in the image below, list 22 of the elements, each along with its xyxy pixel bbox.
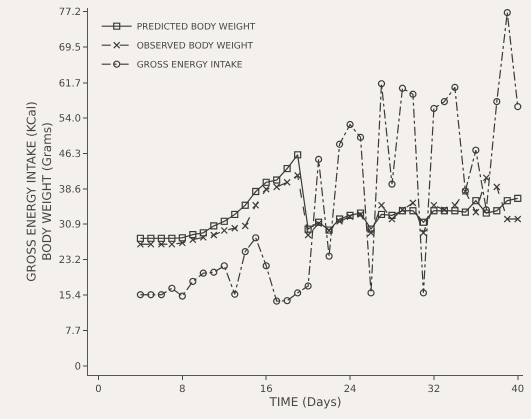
- x-axis-title: TIME (Days): [268, 395, 342, 409]
- y-tick-label: 77.2: [58, 7, 81, 18]
- y-tick-label: 30.9: [58, 220, 81, 231]
- x-tick-label: 16: [260, 384, 273, 395]
- y-tick-label: 7.7: [65, 326, 81, 337]
- x-tick-label: 8: [179, 384, 186, 395]
- x-tick-label: 40: [511, 384, 524, 395]
- y-tick-label: 69.5: [58, 42, 81, 54]
- y-tick-label: 23.2: [58, 254, 81, 266]
- y-tick-label: 61.7: [58, 78, 81, 90]
- x-tick-label: 32: [428, 384, 440, 395]
- x-tick-label: 24: [344, 384, 356, 395]
- legend-label: OBSERVED BODY WEIGHT: [136, 42, 254, 52]
- y-axis-title: GROSS ENERGY INTAKE (KCal) BODY WEIGHT (Grams): [24, 101, 54, 282]
- y-tick-label: 38.6: [58, 184, 81, 196]
- y-tick-label: 54.0: [58, 114, 81, 125]
- y-tick-label: 15.4: [58, 290, 81, 302]
- y-tick-label: 0: [74, 361, 81, 372]
- x-tick-label: 0: [95, 384, 102, 395]
- y-tick-label: 46.3: [58, 148, 81, 160]
- legend-label: GROSS ENERGY INTAKE: [136, 60, 243, 71]
- legend-label: PREDICTED BODY WEIGHT: [136, 22, 256, 33]
